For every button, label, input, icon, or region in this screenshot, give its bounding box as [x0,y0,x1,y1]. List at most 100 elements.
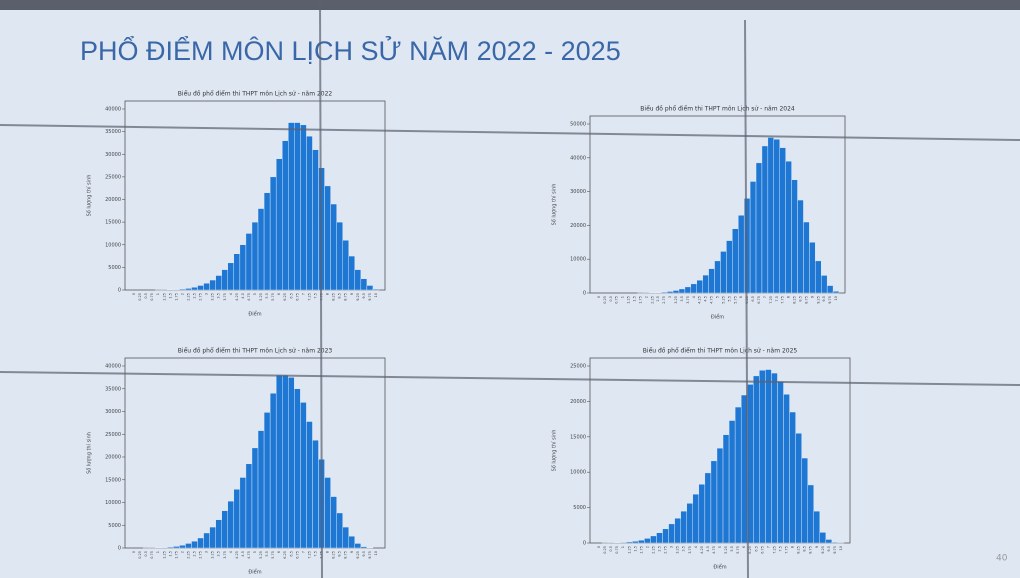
x-axis-label: Điểm [711,314,724,321]
x-tick-label: 10 [839,546,843,550]
x-tick-label: 3.5 [680,296,684,302]
bar [626,541,633,544]
bar [245,233,253,291]
x-tick-label: 5.25 [259,293,263,301]
x-tick-label: 2 [644,296,648,298]
bar [783,394,790,544]
x-tick-label: 4.75 [710,296,714,304]
y-tick-label: 0 [583,541,586,547]
chart: Biểu đồ phổ điểm thi THPT môn Lịch sử - … [551,347,851,571]
y-tick-label: 20000 [105,455,121,461]
x-tick-label: 4.5 [241,293,245,299]
y-tick-label: 30000 [570,189,586,195]
x-tick-label: 7.25 [769,296,773,304]
x-tick-label: 2.25 [651,546,655,554]
x-tick-label: 1.25 [162,293,166,301]
bar [269,393,277,549]
x-tick-label: 8 [787,296,791,298]
x-tick-label: 0.75 [615,546,619,554]
bar [785,160,792,294]
x-tick-label: 8.75 [344,293,348,301]
x-tick-label: 3.25 [674,296,678,304]
bar [656,532,663,544]
frame-line [0,371,1020,386]
x-tick-label: 3 [670,546,674,548]
bar [638,539,645,544]
y-axis-label: Số lượng thí sinh [551,430,558,472]
x-tick-label: 1.75 [639,546,643,554]
x-tick-label: 2.75 [664,546,668,554]
bar [348,535,356,549]
x-tick-label: 8.75 [344,551,348,559]
top-edge [0,0,1020,10]
x-tick-label: 0.5 [144,293,148,299]
bar [755,162,763,294]
bar [167,546,174,549]
bar [795,433,802,544]
frame-line [319,0,323,578]
bar [813,510,821,544]
x-tick-label: 5.5 [727,296,731,302]
bar [203,283,210,291]
y-tick-label: 0 [118,546,121,552]
x-tick-label: 6.75 [295,551,299,559]
bar [257,430,265,549]
x-tick-label: 8.25 [332,293,336,301]
x-tick-label: 1.25 [627,546,631,554]
bar [354,543,362,549]
x-tick-label: 4 [694,545,698,548]
x-tick-label: 4.75 [712,546,716,554]
bar [209,526,216,549]
x-tick-label: 6 [742,546,746,548]
bar [815,260,822,294]
x-tick-label: 8.25 [332,551,336,559]
page-number: 40 [996,554,1008,564]
y-tick-label: 10000 [105,242,121,248]
bar [257,208,265,291]
x-tick-label: 1.5 [168,551,172,557]
x-tick-label: 3.25 [211,551,215,559]
x-tick-label: 0.75 [615,296,619,304]
x-tick-label: 9.5 [362,551,366,557]
x-tick-label: 9.5 [362,293,366,299]
bar [644,538,651,544]
bar [288,377,295,549]
bar [275,158,283,291]
y-tick-label: 40000 [105,364,121,370]
bar [832,291,840,294]
bar [738,215,745,294]
bar [233,253,241,291]
x-tick-label: 9 [815,546,819,548]
frame-line [744,19,749,578]
x-tick-label: 7 [766,546,770,548]
x-tick-label: 8.75 [809,546,813,554]
bar [686,503,693,544]
bar [831,542,839,544]
x-tick-label: 1 [621,296,625,298]
x-tick-label: 6.75 [760,546,764,554]
x-tick-label: 8.5 [798,296,802,302]
y-tick-label: 20000 [105,197,121,203]
x-tick-label: 5.5 [730,546,734,552]
bar [251,221,259,291]
x-tick-label: 3.75 [688,546,692,554]
x-tick-label: 1.75 [638,296,642,304]
x-tick-label: 2.25 [186,293,190,301]
x-tick-label: 0.25 [603,546,607,554]
x-tick-label: 3 [668,296,672,298]
x-tick-label: 2.75 [199,551,203,559]
bar [300,124,307,291]
bar [330,203,337,291]
x-tick-label: 6.25 [283,293,287,301]
bar [354,269,362,291]
x-tick-label: 8.5 [338,293,342,299]
bar [678,288,686,294]
x-tick-label: 7.75 [781,296,785,304]
bar [360,546,368,549]
x-tick-label: 6.75 [757,296,761,304]
x-tick-label: 3.5 [682,546,686,552]
bar [789,411,796,544]
bar [185,543,192,549]
y-tick-label: 5000 [108,523,121,529]
x-tick-label: 0 [132,293,136,295]
